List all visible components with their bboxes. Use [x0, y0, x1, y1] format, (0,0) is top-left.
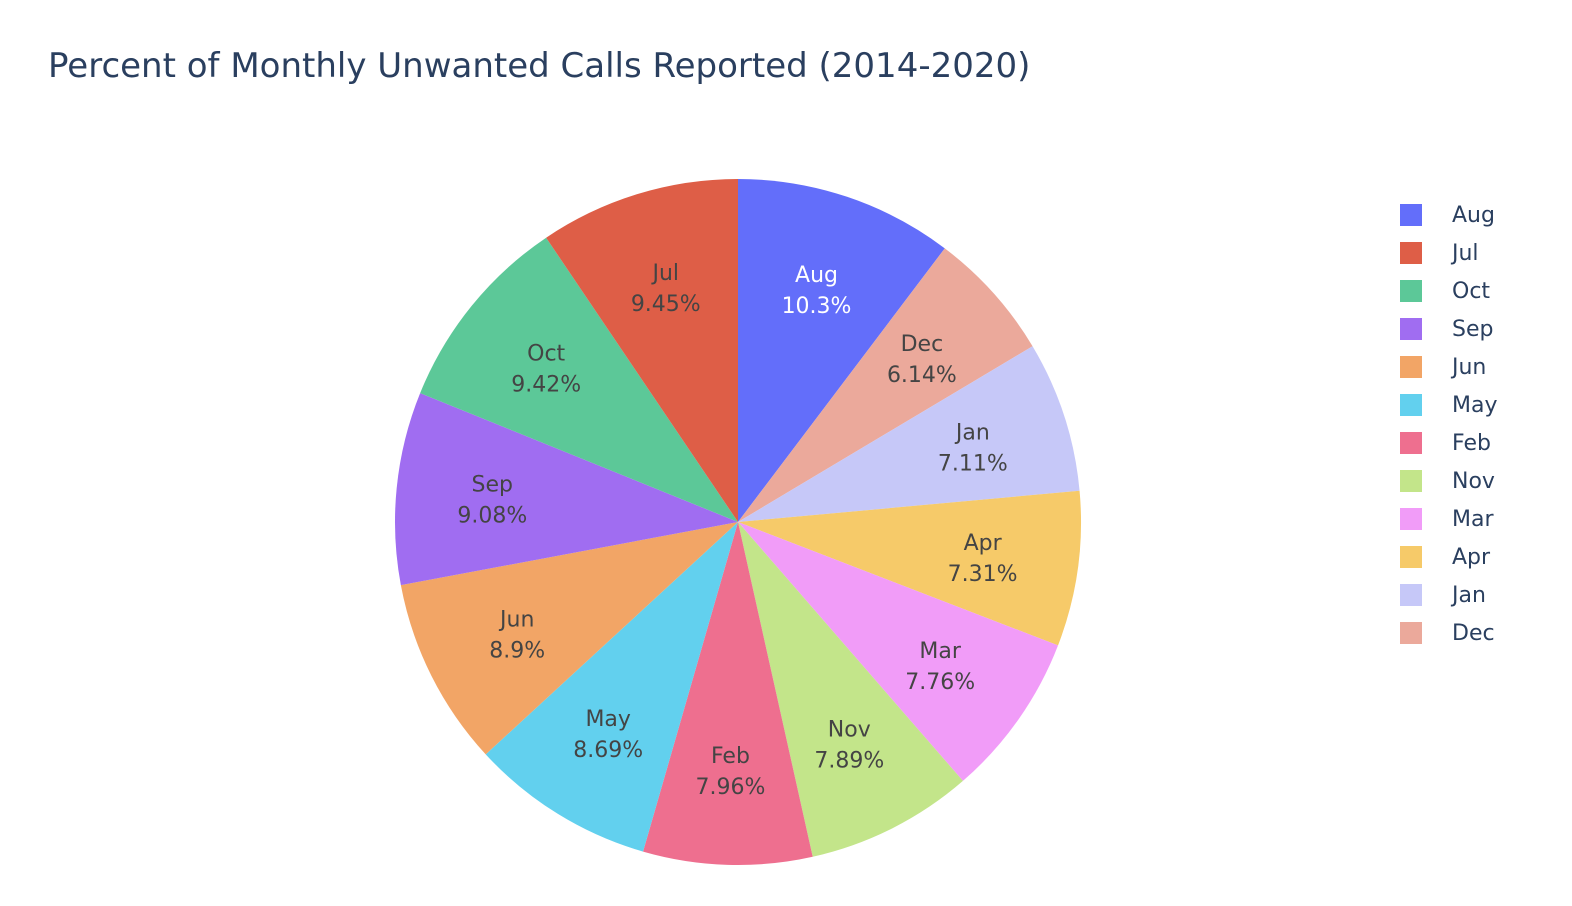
slice-label-oct: Oct: [527, 341, 565, 366]
pie-slice-feb[interactable]: [643, 522, 813, 865]
legend-swatch: [1400, 242, 1422, 264]
slice-label-jan: Jan: [954, 421, 990, 446]
slice-percent-jan: 7.11%: [938, 452, 1008, 477]
legend-swatch: [1400, 280, 1422, 302]
slice-percent-aug: 10.3%: [782, 294, 852, 319]
slice-label-nov: Nov: [828, 717, 871, 742]
legend-item-apr[interactable]: Apr: [1400, 538, 1497, 576]
legend-swatch: [1400, 318, 1422, 340]
legend-label: Jun: [1452, 354, 1487, 380]
slice-label-jul: Jul: [650, 261, 679, 286]
legend-swatch: [1400, 470, 1422, 492]
legend-item-dec[interactable]: Dec: [1400, 614, 1497, 652]
pie-slice-jul[interactable]: [546, 179, 738, 522]
legend-label: Nov: [1452, 468, 1495, 494]
chart-title: Percent of Monthly Unwanted Calls Report…: [48, 46, 1031, 86]
slice-percent-nov: 7.89%: [814, 748, 884, 773]
pie-slice-jan[interactable]: [738, 346, 1080, 522]
legend-label: Aug: [1452, 202, 1495, 228]
legend-label: Jul: [1452, 240, 1479, 266]
legend-item-sep[interactable]: Sep: [1400, 310, 1497, 348]
slice-percent-mar: 7.76%: [905, 670, 975, 695]
pie-slice-oct[interactable]: [420, 237, 738, 523]
slice-label-apr: Apr: [964, 531, 1003, 556]
slice-percent-dec: 6.14%: [887, 363, 957, 388]
legend: Aug Jul Oct Sep Jun May Feb Nov Mar Apr Jan Dec: [1400, 196, 1497, 652]
pie-slice-aug[interactable]: [738, 179, 945, 522]
legend-label: Dec: [1452, 620, 1495, 646]
legend-item-feb[interactable]: Feb: [1400, 424, 1497, 462]
slice-percent-jun: 8.9%: [489, 639, 545, 664]
legend-swatch: [1400, 508, 1422, 530]
legend-swatch: [1400, 356, 1422, 378]
legend-item-may[interactable]: May: [1400, 386, 1497, 424]
legend-label: Mar: [1452, 506, 1494, 532]
pie-slice-mar[interactable]: [738, 522, 1059, 781]
pie-slices: [395, 179, 1081, 865]
slice-label-feb: Feb: [711, 744, 750, 769]
legend-item-oct[interactable]: Oct: [1400, 272, 1497, 310]
legend-label: Oct: [1452, 278, 1491, 304]
pie-labels: Aug 10.3% Dec 6.14% Jan 7.11% Apr 7.31% Mar 7.76%…: [457, 261, 1017, 800]
slice-percent-may: 8.69%: [573, 738, 643, 763]
slice-percent-jul: 9.45%: [631, 292, 701, 317]
legend-item-jun[interactable]: Jun: [1400, 348, 1497, 386]
pie-slice-jun[interactable]: [400, 522, 738, 755]
legend-item-aug[interactable]: Aug: [1400, 196, 1497, 234]
slice-percent-feb: 7.96%: [696, 775, 766, 800]
pie-slice-may[interactable]: [485, 522, 738, 852]
legend-item-jul[interactable]: Jul: [1400, 234, 1497, 272]
legend-swatch: [1400, 622, 1422, 644]
legend-label: Apr: [1452, 544, 1491, 570]
legend-label: Jan: [1452, 582, 1486, 608]
slice-percent-apr: 7.31%: [948, 562, 1018, 587]
slice-label-sep: Sep: [472, 472, 513, 497]
legend-item-nov[interactable]: Nov: [1400, 462, 1497, 500]
pie-slice-apr[interactable]: [738, 490, 1081, 646]
legend-label: May: [1452, 392, 1498, 418]
pie-slice-nov[interactable]: [738, 522, 963, 857]
legend-swatch: [1400, 394, 1422, 416]
slice-label-may: May: [585, 707, 630, 732]
legend-swatch: [1400, 584, 1422, 606]
legend-swatch: [1400, 432, 1422, 454]
legend-label: Feb: [1452, 430, 1491, 456]
legend-swatch: [1400, 204, 1422, 226]
legend-item-jan[interactable]: Jan: [1400, 576, 1497, 614]
slice-percent-oct: 9.42%: [511, 372, 581, 397]
legend-item-mar[interactable]: Mar: [1400, 500, 1497, 538]
slice-label-jun: Jun: [498, 608, 534, 633]
slice-percent-sep: 9.08%: [457, 503, 527, 528]
legend-label: Sep: [1452, 316, 1494, 342]
legend-swatch: [1400, 546, 1422, 568]
slice-label-dec: Dec: [901, 332, 944, 357]
pie-slice-dec[interactable]: [738, 248, 1033, 522]
pie-slice-sep[interactable]: [395, 393, 738, 586]
slice-label-mar: Mar: [919, 639, 961, 664]
slice-label-aug: Aug: [795, 263, 838, 288]
